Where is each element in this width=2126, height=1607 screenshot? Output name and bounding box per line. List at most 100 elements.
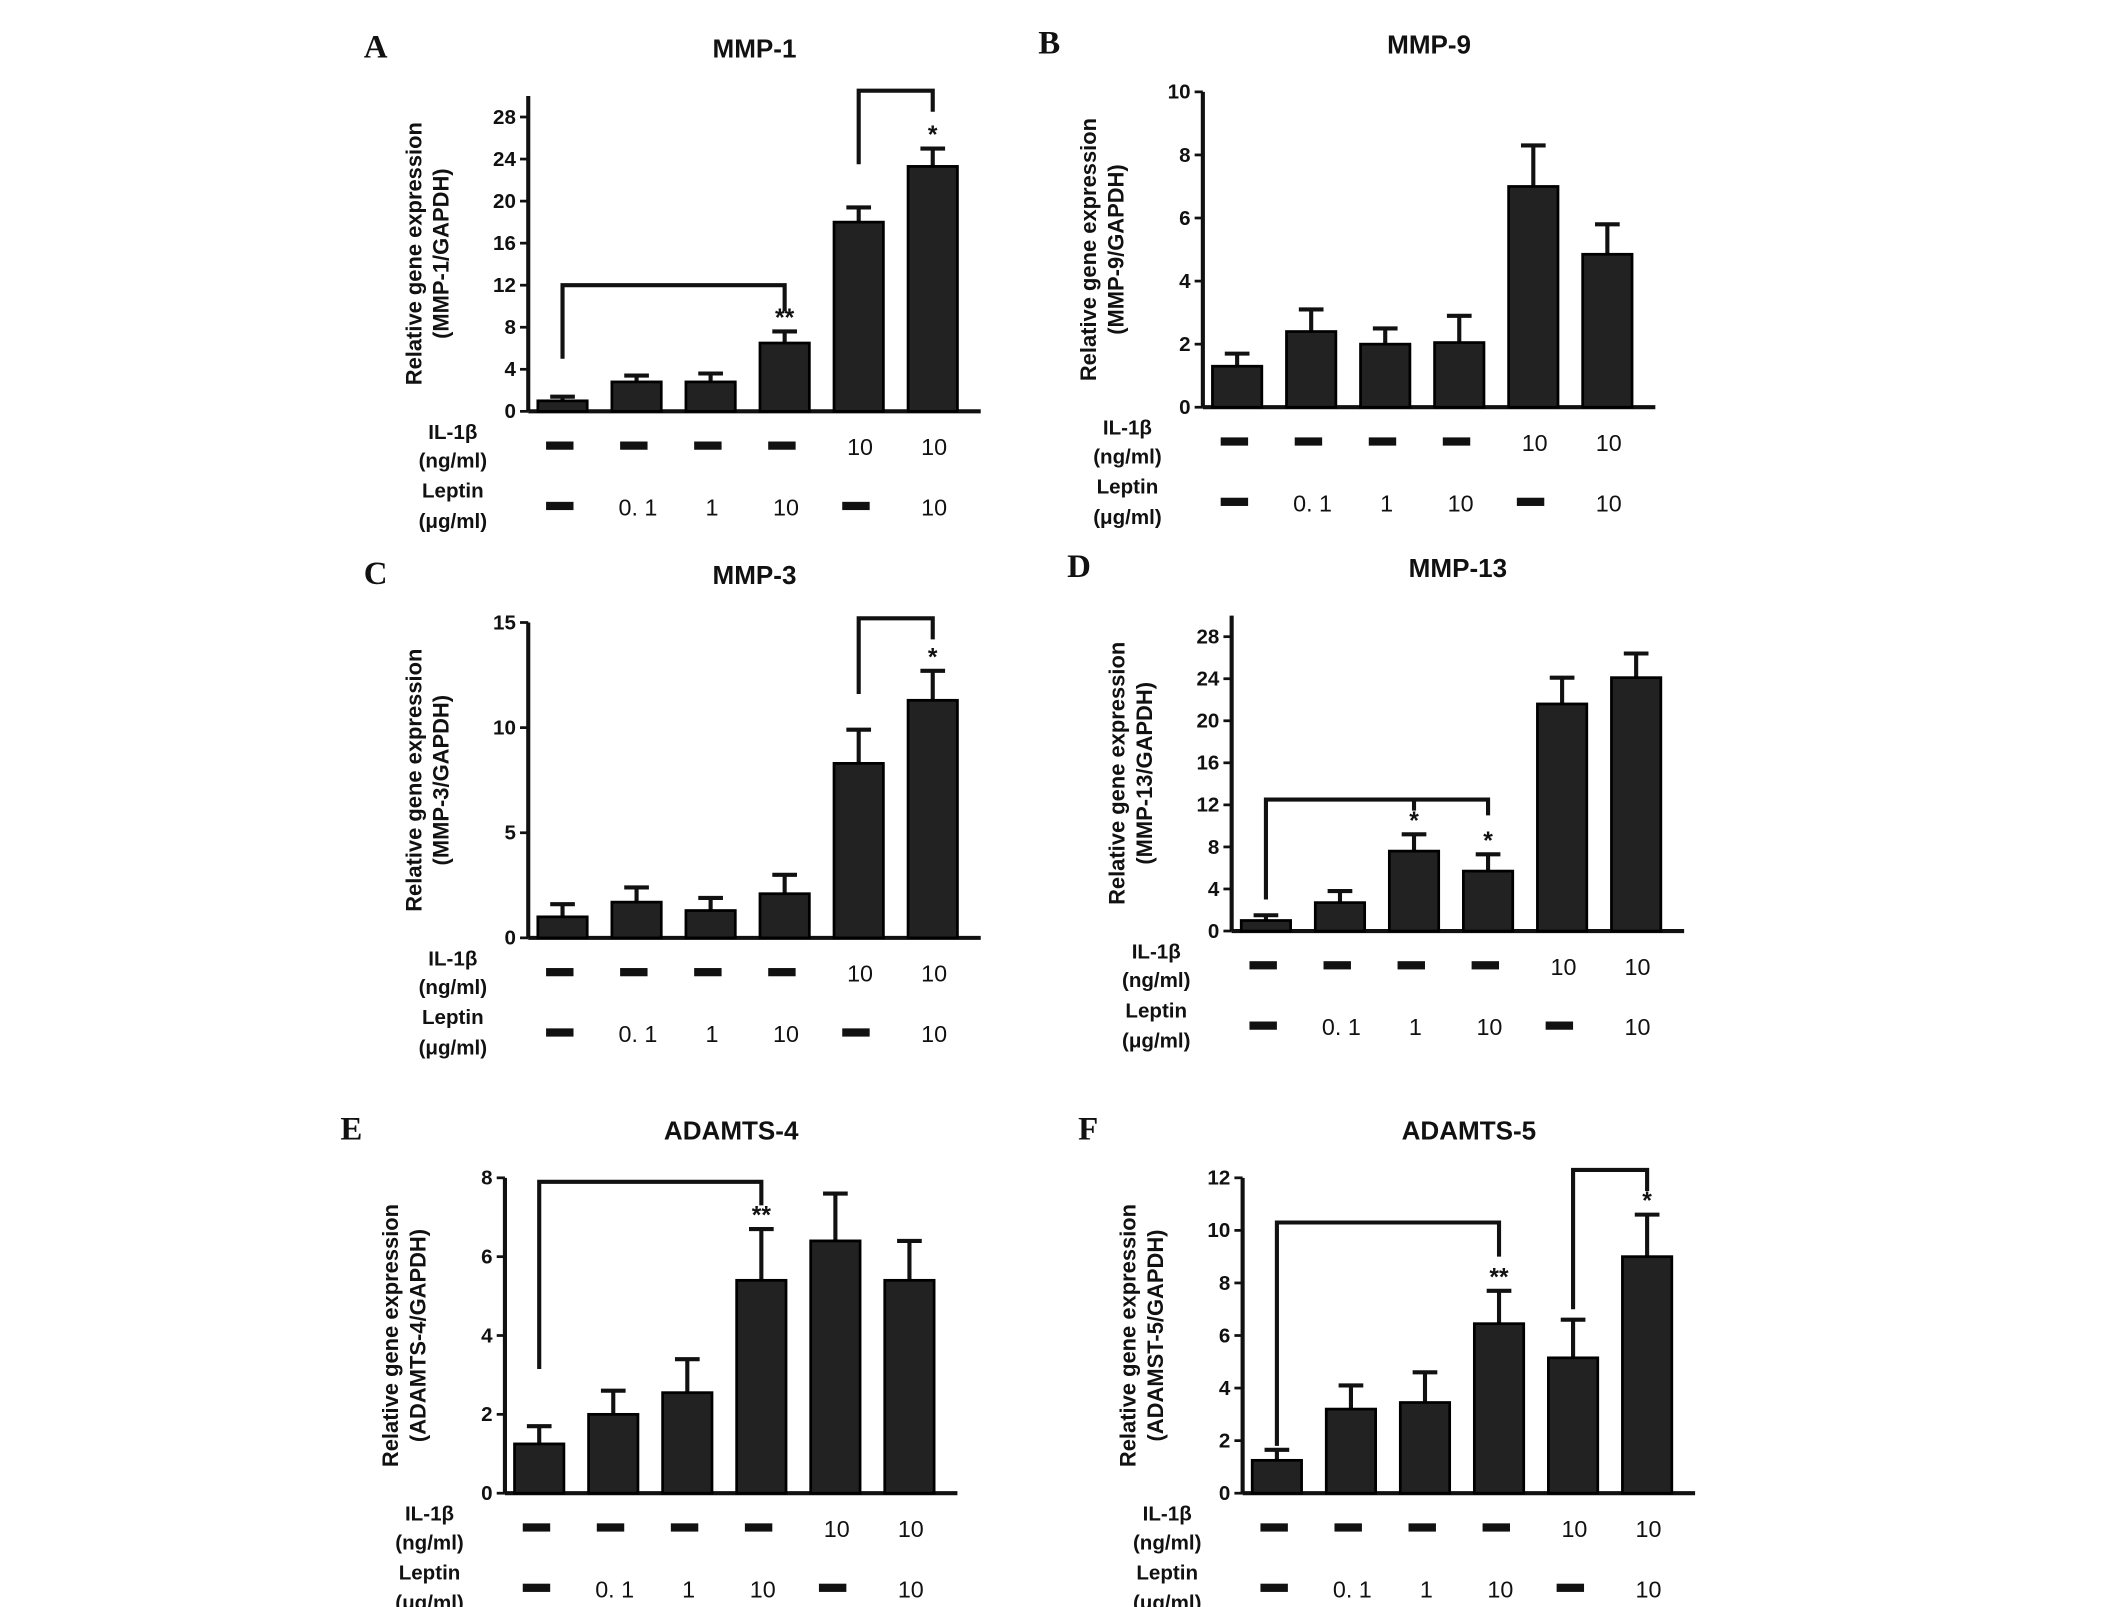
bar [1313, 901, 1367, 933]
il1b-unit: (ng/ml) [1122, 969, 1190, 992]
chart-title: MMP-13 [1409, 553, 1507, 583]
leptin-none-dash [1556, 1583, 1585, 1592]
bar [735, 1278, 788, 1495]
y-tick-label: 8 [1219, 1272, 1230, 1295]
il1b-none-dash [1220, 437, 1249, 446]
y-axis-label-unit: (MMP-1/GAPDH) [429, 168, 454, 339]
bar [758, 341, 811, 413]
bar [1536, 702, 1589, 933]
significance-marker: ** [775, 305, 795, 332]
il1b-dose: 10 [921, 434, 947, 460]
bar [1285, 330, 1338, 409]
il1b-none-dash [522, 1523, 551, 1532]
leptin-dose: 1 [705, 1021, 718, 1047]
leptin-none-dash [842, 501, 870, 511]
significance-marker: * [1642, 1188, 1652, 1215]
significance-bracket [1263, 797, 1491, 900]
y-tick-label: 4 [1179, 270, 1191, 293]
significance-bracket [1274, 1220, 1502, 1446]
y-tick-label: 6 [1179, 207, 1190, 230]
leptin-unit: (μg/ml) [395, 1592, 464, 1607]
il1b-dose: 10 [847, 961, 873, 987]
significance-bracket [1571, 1167, 1650, 1310]
il1b-none-dash [744, 1523, 773, 1532]
leptin-dose: 1 [1380, 490, 1393, 516]
il1b-none-dash [1442, 437, 1471, 446]
y-axis-label-unit: (ADAMTS-4/GAPDH) [405, 1229, 430, 1442]
il1b-dose: 10 [847, 434, 873, 460]
bar [1610, 676, 1663, 933]
chart-title: MMP-1 [713, 34, 797, 64]
leptin-dose: 10 [1476, 1014, 1502, 1040]
leptin-dose: 0. 1 [1322, 1014, 1361, 1040]
bar [809, 1239, 862, 1495]
il1b-none-dash [620, 441, 648, 450]
leptin-label: Leptin [1097, 476, 1159, 499]
leptin-none-dash [842, 1028, 870, 1037]
il1b-label: IL-1β [1103, 417, 1152, 440]
y-axis-label-unit: (ADAMST-5/GAPDH) [1143, 1230, 1168, 1442]
leptin-dose: 1 [1420, 1576, 1433, 1602]
leptin-unit: (μg/ml) [419, 510, 487, 533]
significance-marker: * [1483, 828, 1493, 855]
il1b-none-dash [670, 1523, 699, 1532]
bar [1359, 342, 1412, 409]
il1b-none-dash [620, 968, 648, 977]
leptin-dose: 10 [773, 495, 799, 521]
leptin-dose: 10 [898, 1576, 924, 1602]
y-axis-label: Relative gene expression [1116, 1204, 1141, 1467]
y-tick-label: 5 [504, 822, 515, 845]
il1b-none-dash [1408, 1523, 1436, 1532]
il1b-unit: (ng/ml) [419, 976, 487, 999]
il1b-label: IL-1β [1132, 940, 1181, 963]
leptin-dose: 0. 1 [1293, 490, 1332, 516]
significance-marker: * [928, 122, 938, 149]
leptin-dose: 10 [1487, 1576, 1513, 1602]
bar [1398, 1401, 1452, 1495]
panel-E: E ADAMTS-4 Relative gene expression (ADAMTS… [340, 1111, 958, 1607]
bar [536, 915, 589, 940]
y-tick-label: 12 [1196, 794, 1219, 817]
panel-D: D MMP-13 Relative gene expression (MMP-13/G… [1067, 549, 1685, 1053]
y-tick-label: 24 [493, 148, 516, 171]
significance-marker: ** [1489, 1264, 1509, 1291]
y-tick-label: 8 [481, 1167, 492, 1190]
il1b-none-dash [1323, 961, 1351, 970]
significance-bracket [560, 283, 787, 359]
bar [1621, 1255, 1674, 1495]
il1b-dose: 10 [898, 1516, 924, 1542]
bar [536, 399, 589, 413]
y-tick-label: 10 [1168, 81, 1191, 104]
y-tick-label: 2 [1219, 1429, 1230, 1452]
y-tick-label: 24 [1196, 668, 1219, 691]
bar [661, 1391, 714, 1495]
leptin-none-dash [1260, 1583, 1288, 1592]
chart-title: ADAMTS-4 [664, 1115, 799, 1145]
y-tick-label: 0 [1208, 920, 1219, 943]
panel-letter: C [364, 556, 388, 592]
leptin-dose: 10 [773, 1021, 799, 1047]
panel-A: A MMP-1 Relative gene expression (MMP-1/GAP… [364, 30, 981, 533]
il1b-none-dash [1249, 961, 1277, 970]
y-tick-label: 8 [504, 316, 515, 339]
bar [1581, 252, 1634, 409]
y-tick-label: 0 [504, 927, 515, 950]
y-tick-label: 4 [1208, 878, 1220, 901]
bar [1472, 1322, 1526, 1495]
il1b-dose: 10 [1561, 1516, 1587, 1542]
y-axis-label-unit: (MMP-13/GAPDH) [1132, 682, 1157, 865]
il1b-unit: (ng/ml) [1093, 445, 1161, 468]
y-tick-label: 16 [1196, 752, 1219, 775]
il1b-label: IL-1β [405, 1503, 454, 1526]
y-tick-label: 6 [1219, 1324, 1230, 1347]
bar [684, 909, 737, 940]
leptin-dose: 10 [921, 495, 947, 521]
y-tick-label: 0 [1219, 1482, 1230, 1505]
bar [587, 1412, 640, 1495]
y-tick-label: 4 [504, 358, 516, 381]
il1b-none-dash [1471, 961, 1500, 970]
il1b-dose: 10 [1551, 954, 1577, 980]
bar [1507, 185, 1560, 409]
significance-bracket [856, 616, 935, 694]
il1b-none-dash [768, 968, 796, 977]
